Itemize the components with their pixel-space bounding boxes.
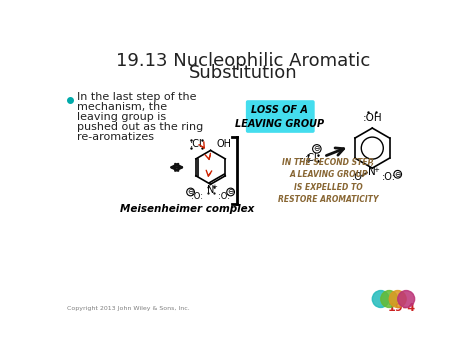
FancyBboxPatch shape xyxy=(245,99,316,134)
Text: N: N xyxy=(207,185,214,195)
Text: ⊖: ⊖ xyxy=(394,170,401,179)
Text: -: - xyxy=(299,152,303,165)
Text: :O:: :O: xyxy=(191,192,203,201)
Text: OH: OH xyxy=(217,139,232,149)
Text: 19-4: 19-4 xyxy=(388,303,416,313)
Text: 19.13 Nucleophilic Aromatic: 19.13 Nucleophilic Aromatic xyxy=(116,52,370,70)
Circle shape xyxy=(372,290,389,307)
Text: N: N xyxy=(368,167,376,177)
Text: re-aromatizes: re-aromatizes xyxy=(77,132,155,142)
Text: IN THE SECOND STEP,
A LEAVING GROUP
IS EXPELLED TO
RESTORE AROMATICITY: IN THE SECOND STEP, A LEAVING GROUP IS E… xyxy=(278,158,379,204)
Text: leaving group is: leaving group is xyxy=(77,111,166,121)
Text: +: + xyxy=(373,166,379,173)
Circle shape xyxy=(398,290,415,307)
Text: Substitution: Substitution xyxy=(189,64,297,82)
Text: In the last step of the: In the last step of the xyxy=(77,92,197,102)
Text: +: + xyxy=(211,184,218,190)
Text: :O:: :O: xyxy=(382,172,396,182)
Circle shape xyxy=(389,290,406,307)
Text: pushed out as the ring: pushed out as the ring xyxy=(77,121,204,132)
Text: Meisenheimer complex: Meisenheimer complex xyxy=(120,204,255,214)
Text: ⊖: ⊖ xyxy=(187,187,194,196)
Text: mechanism, the: mechanism, the xyxy=(77,102,167,111)
Text: ⊖: ⊖ xyxy=(228,187,234,196)
Text: :O: :O xyxy=(351,172,362,182)
Text: :O:: :O: xyxy=(219,192,230,201)
Text: Copyright 2013 John Wiley & Sons, Inc.: Copyright 2013 John Wiley & Sons, Inc. xyxy=(66,306,189,311)
Text: LOSS OF A
LEAVING GROUP: LOSS OF A LEAVING GROUP xyxy=(235,104,324,129)
Text: :OH: :OH xyxy=(363,113,382,123)
Text: :Cl:: :Cl: xyxy=(305,153,321,163)
Text: ⊖: ⊖ xyxy=(314,144,320,153)
Circle shape xyxy=(381,290,398,307)
Text: :Cl: :Cl xyxy=(191,139,203,149)
